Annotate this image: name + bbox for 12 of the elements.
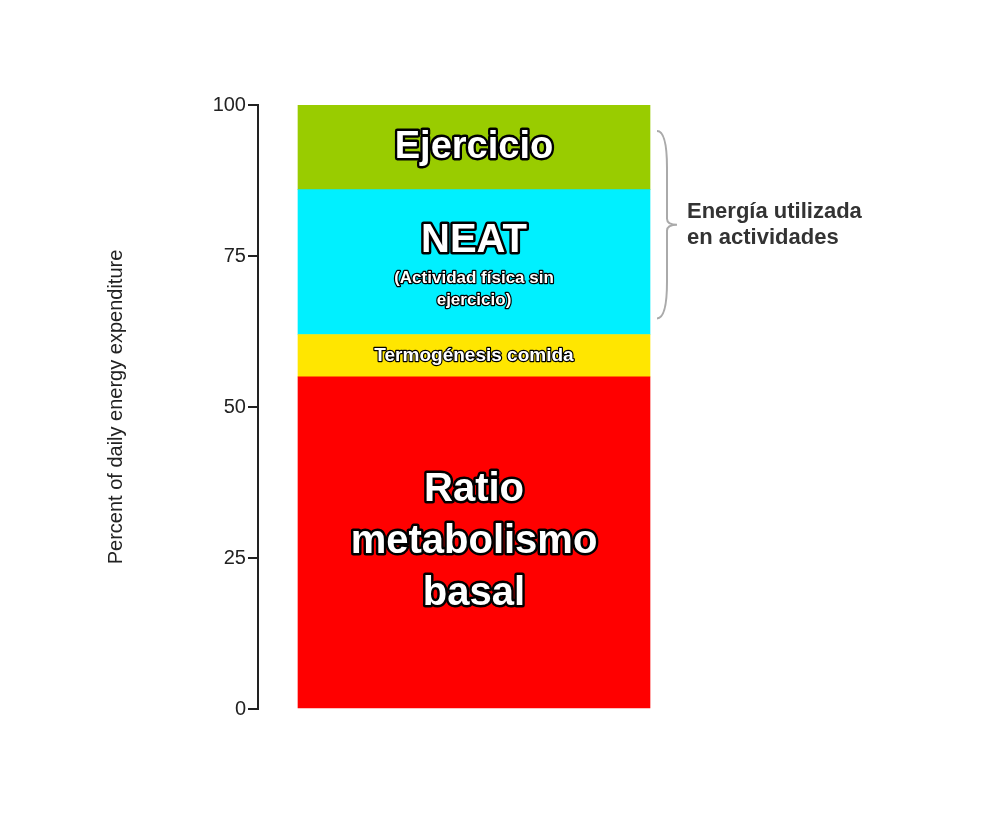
y-tick-label: 0	[234, 696, 246, 719]
series-label: NEAT	[421, 215, 527, 260]
y-tick-label: 50	[223, 394, 246, 417]
y-tick-label: 25	[223, 545, 246, 568]
annotation: (Actividad física sin ejercicio)	[394, 268, 554, 309]
y-axis-title: Percent of daily energy expenditure	[103, 249, 126, 565]
series-label: Ejercicio	[394, 123, 554, 166]
y-tick-label: 75	[223, 243, 246, 266]
series-label: Ratio metabolismo basal	[350, 465, 598, 614]
series-label: Termogénesis comida	[374, 343, 575, 365]
y-tick-label: 100	[212, 92, 246, 115]
text: Energía utilizada en actividades	[687, 197, 863, 249]
